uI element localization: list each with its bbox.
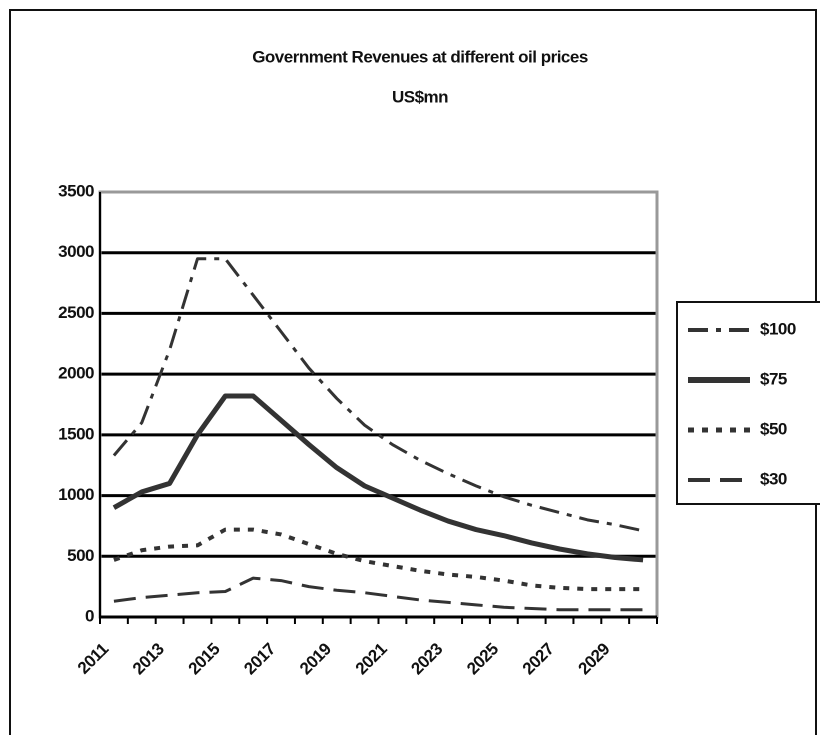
line-series <box>113 576 644 612</box>
chart-subtitle: US$mn <box>392 87 448 106</box>
y-tick-label: 3500 <box>58 181 94 200</box>
line-series <box>112 257 644 533</box>
x-tick-label: 2023 <box>407 640 446 679</box>
y-tick-label: 0 <box>85 606 94 625</box>
x-tick-label: 2027 <box>519 640 558 679</box>
legend-label: $75 <box>760 369 787 388</box>
y-tick-label: 1000 <box>58 485 94 504</box>
y-tick-label: 2500 <box>58 303 94 322</box>
x-tick-label: 2021 <box>352 640 391 679</box>
legend-label: $50 <box>760 419 787 438</box>
line-series <box>113 527 644 592</box>
legend-label: $100 <box>760 319 796 338</box>
legend-box <box>676 301 820 505</box>
line-series <box>112 393 644 563</box>
chart-title: Government Revenues at different oil pri… <box>252 47 588 66</box>
x-tick-label: 2017 <box>240 640 279 679</box>
x-tick-label: 2029 <box>575 640 614 679</box>
x-tick-label: 2015 <box>185 640 224 679</box>
y-tick-label: 1500 <box>58 424 94 443</box>
x-tick-label: 2013 <box>129 640 168 679</box>
y-tick-label: 3000 <box>58 242 94 261</box>
legend-label: $30 <box>760 469 787 488</box>
x-tick-label: 2019 <box>296 640 335 679</box>
y-tick-label: 2000 <box>58 364 94 383</box>
y-tick-label: 500 <box>67 546 94 565</box>
x-tick-label: 2025 <box>463 640 502 679</box>
x-tick-label: 2011 <box>74 640 112 678</box>
